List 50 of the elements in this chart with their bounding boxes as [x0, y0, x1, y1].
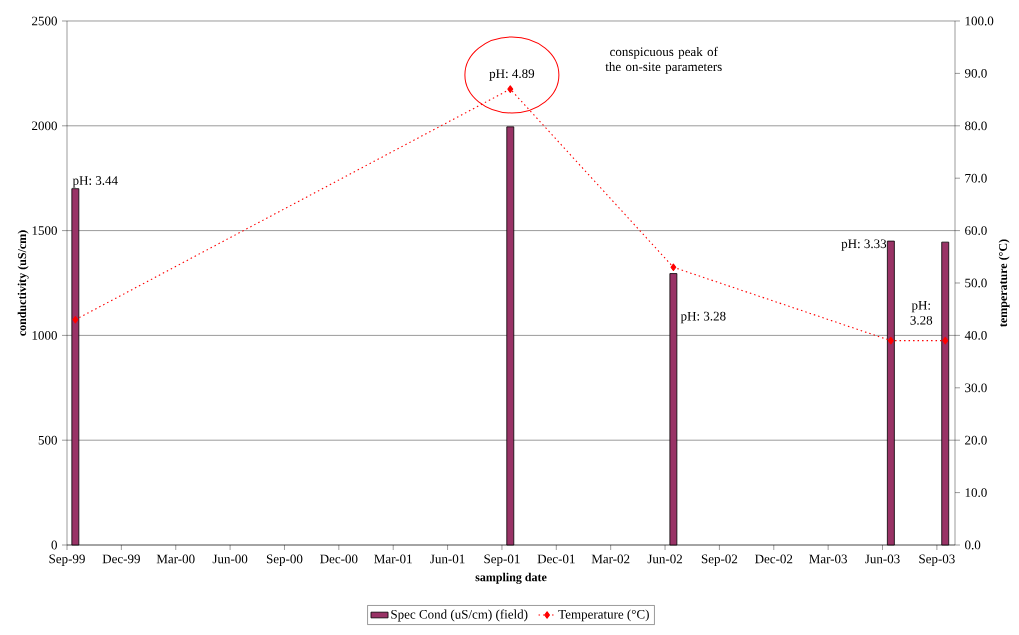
x-tick-label: Mar-01 — [374, 554, 412, 564]
point — [507, 85, 514, 93]
y2-tick-label: 10.0 — [965, 488, 987, 498]
x-tick-label: Dec-02 — [755, 554, 793, 564]
point — [72, 315, 79, 324]
y-tick-label: 0 — [51, 540, 57, 550]
y2-tick-label: 80.0 — [965, 121, 987, 131]
y-tick-label: 2000 — [32, 121, 57, 131]
x-tick-label: Sep-01 — [484, 554, 520, 566]
y2-tick-label: 100.0 — [965, 16, 994, 26]
x-tick-label: Sep-02 — [701, 554, 738, 566]
y2-tick-label: 0.0 — [965, 540, 981, 550]
y2-tick-label: 60.0 — [965, 226, 987, 236]
legend-label: Spec Cond (uS/cm) (field) — [391, 609, 528, 622]
annotation: pH: 3.33 — [841, 239, 887, 251]
x-tick-label: Dec-99 — [102, 554, 140, 564]
y-tick-label: 500 — [38, 435, 57, 445]
x-tick-label: Jun-03 — [865, 554, 900, 564]
y-tick-label: 1000 — [32, 331, 57, 340]
point — [670, 263, 677, 272]
annotation: pH: 4.89 — [489, 69, 535, 81]
x-tick-label: Jun-01 — [430, 554, 465, 564]
annotation: pH: 3.44 — [72, 176, 118, 188]
x-tick-label: Dec-01 — [537, 554, 575, 564]
x-tick-label: Dec-00 — [320, 554, 358, 564]
y-tick-label: 2500 — [32, 16, 57, 26]
annotation: pH: 3.28 — [680, 311, 726, 324]
y-axis-title: conductivity (uS/cm) — [17, 230, 29, 336]
x-tick-label: Sep-00 — [266, 554, 303, 566]
legend-label: Temperature (°C) — [558, 609, 649, 622]
y2-tick-label: 90.0 — [964, 68, 987, 78]
x-axis-title: sampling date — [475, 572, 547, 584]
annotation: conspicuous peak of the on-site parameters — [605, 46, 722, 74]
x-tick-label: Jun-00 — [212, 554, 248, 564]
y2-tick-label: 40.0 — [964, 330, 987, 340]
y2-tick-label: 20.0 — [965, 435, 987, 445]
y2-tick-label: 30.0 — [965, 383, 987, 393]
point — [887, 336, 894, 345]
x-tick-label: Sep-03 — [919, 554, 955, 566]
annotation: pH: 3.28 — [910, 301, 933, 325]
x-tick-label: Mar-02 — [591, 554, 630, 564]
y2-tick-label: 70.0 — [965, 173, 987, 183]
y2-axis-title: temperature (°C) — [998, 239, 1010, 327]
point — [942, 336, 949, 345]
x-tick-label: Sep-99 — [49, 554, 85, 566]
x-tick-label: Mar-03 — [809, 554, 847, 564]
y-tick-label: 1500 — [32, 226, 57, 235]
x-tick-label: Mar-00 — [156, 554, 195, 564]
y2-tick-label: 50.0 — [965, 278, 987, 288]
x-tick-label: Jun-02 — [647, 554, 683, 564]
